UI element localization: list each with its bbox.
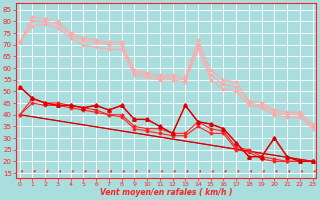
X-axis label: Vent moyen/en rafales ( km/h ): Vent moyen/en rafales ( km/h ) xyxy=(100,188,232,197)
